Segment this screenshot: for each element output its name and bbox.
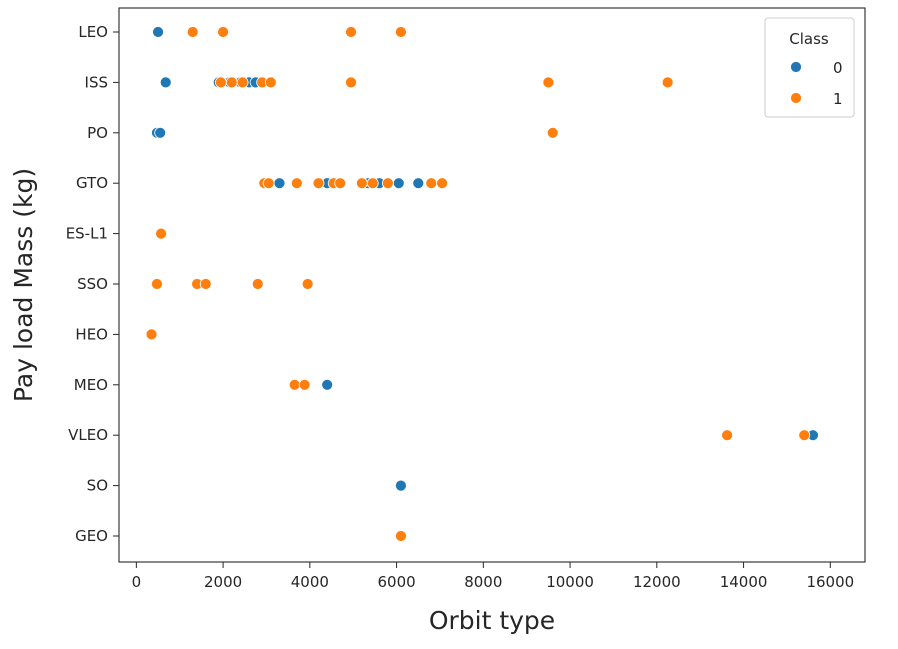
x-tick-label: 16000 [806, 573, 854, 591]
scatter-point-class-1 [355, 177, 368, 190]
scatter-point-class-1 [546, 126, 559, 139]
scatter-point-class-0 [392, 177, 405, 190]
y-tick-label: SO [87, 477, 108, 495]
scatter-point-class-1 [262, 177, 275, 190]
x-axis-label: Orbit type [429, 606, 555, 635]
scatter-point-class-0 [159, 76, 172, 89]
x-tick-label: 12000 [633, 573, 681, 591]
y-tick-label: HEO [75, 325, 108, 343]
scatter-point-class-0 [154, 126, 167, 139]
scatter-point-class-0 [321, 378, 334, 391]
y-tick-label: SSO [77, 275, 108, 293]
y-tick-label: LEO [78, 23, 108, 41]
y-tick-label: VLEO [68, 426, 108, 444]
legend-title: Class [789, 30, 829, 48]
scatter-point-class-1 [436, 177, 449, 190]
scatter-point-class-1 [334, 177, 347, 190]
scatter-point-class-1 [217, 26, 229, 38]
scatter-point-class-1 [155, 227, 167, 240]
scatter-point-class-1 [345, 76, 357, 89]
scatter-point-class-1 [186, 26, 199, 38]
scatter-point-class-1 [395, 530, 407, 542]
scatter-point-class-1 [145, 328, 158, 341]
y-axis: LEO ISS PO GTO ES-L1 SSO HEO MEO VLEO SO GEO [66, 23, 119, 545]
scatter-point-class-1 [395, 26, 407, 38]
scatter-point-class-1 [345, 26, 357, 38]
y-axis-label: Pay load Mass (kg) [9, 168, 38, 402]
scatter-point-class-1 [301, 278, 314, 290]
scatter-point-class-1 [251, 278, 264, 290]
points-layer [145, 26, 819, 542]
scatter-point-class-1 [290, 177, 303, 190]
legend-label-1: 1 [833, 90, 843, 108]
scatter-point-class-1 [661, 76, 674, 89]
x-tick-label: 4000 [291, 573, 329, 591]
plot-frame [118, 7, 866, 563]
scatter-point-class-1 [264, 76, 277, 89]
legend-marker-1 [790, 92, 802, 104]
legend-label-0: 0 [833, 59, 843, 77]
scatter-point-class-1 [215, 76, 227, 89]
y-tick-label: GEO [75, 527, 108, 545]
x-tick-label: 10000 [546, 573, 594, 591]
scatter-point-class-1 [312, 177, 325, 190]
scatter-point-class-1 [236, 76, 249, 89]
scatter-point-class-0 [412, 177, 425, 190]
legend: Class 0 1 [764, 17, 855, 118]
y-tick-label: ES-L1 [66, 225, 108, 243]
legend-marker-0 [790, 61, 802, 73]
scatter-point-class-1 [721, 429, 733, 442]
y-tick-label: PO [87, 124, 108, 142]
scatter-point-class-1 [798, 429, 811, 442]
x-tick-label: 6000 [377, 573, 415, 591]
scatter-point-class-1 [425, 177, 438, 190]
y-tick-label: ISS [85, 73, 108, 91]
x-tick-label: 0 [132, 573, 142, 591]
scatter-point-class-0 [273, 177, 286, 190]
x-tick-label: 8000 [464, 573, 502, 591]
y-tick-label: GTO [76, 174, 108, 192]
scatter-point-class-1 [366, 177, 379, 190]
scatter-point-class-1 [288, 378, 301, 391]
x-axis: 0 2000 4000 6000 8000 10000 12000 14000 16000 [132, 562, 854, 591]
scatter-point-class-1 [151, 278, 163, 290]
x-tick-label: 14000 [720, 573, 768, 591]
y-tick-label: MEO [74, 376, 108, 394]
scatter-point-class-1 [199, 278, 212, 290]
scatter-point-class-1 [298, 378, 311, 391]
scatter-point-class-1 [542, 76, 555, 89]
scatter-point-class-1 [225, 76, 238, 89]
x-tick-label: 2000 [204, 573, 242, 591]
scatter-point-class-0 [152, 26, 164, 38]
scatter-point-class-1 [382, 177, 394, 190]
scatter-point-class-0 [395, 479, 407, 492]
legend-box [764, 17, 855, 118]
